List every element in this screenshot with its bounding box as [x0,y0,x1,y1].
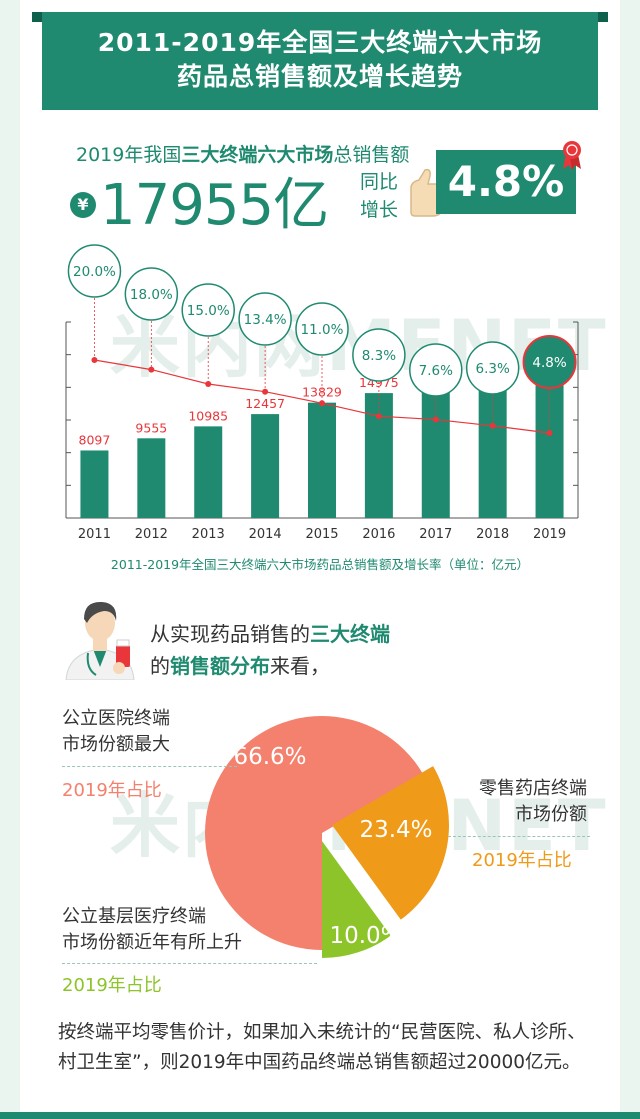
pharmacy-year-label: 2019年占比 [472,850,572,871]
primary-care-annotation-line-1: 公立基层医疗终端 [62,906,206,927]
intro-line-2-prefix: 的 [150,654,170,678]
hospital-annotation-line-2: 市场份额最大 [62,734,170,755]
primary-care-divider [62,963,317,964]
growth-point [205,381,212,388]
growth-rate-label: 8.3% [362,348,396,364]
sales-bar [421,383,450,518]
hospital-divider [62,766,237,767]
sales-bar [308,402,336,518]
sales-growth-chart: 2011 8097 2012 9555 2013 10985 2014 12457 2015 13… [65,244,579,542]
sales-bar [80,450,109,518]
title-banner-tab-right [598,12,608,22]
bottom-bar [0,1112,640,1119]
pharmacy-annotation: 零售药店终端 市场份额 [452,776,587,828]
hospital-year-label: 2019年占比 [62,780,162,801]
title-line-2: 药品总销售额及增长趋势 [176,62,463,91]
pharmacy-annotation-line-2: 市场份额 [515,804,587,825]
x-tick-label: 2015 [305,527,338,542]
pharmacy-annotation-line-1: 零售药店终端 [479,778,587,799]
growth-bubble [181,283,235,337]
growth-point [148,366,155,373]
highlight-label: 2019年我国三大终端六大市场总销售额 [76,140,409,167]
x-tick-label: 2018 [476,527,509,542]
yoy-label-line-1: 同比 [360,171,399,193]
growth-bubble [67,244,122,298]
title-banner-tab-left [32,12,42,22]
x-tick-label: 2012 [135,527,168,542]
pie-slice [332,766,449,920]
intro-line-1-bold: 三大终端 [310,622,390,646]
growth-rate-label: 11.0% [301,322,344,338]
distribution-intro: 从实现药品销售的三大终端 的销售额分布来看， [150,618,390,682]
market-share-pie: 66.6% 23.4% 10.0% [205,716,449,958]
intro-line-1-prefix: 从实现药品销售的 [150,622,310,646]
sales-value-label: 8097 [79,432,111,447]
growth-rate-label: 6.3% [476,361,510,377]
primary-care-annotation: 公立基层医疗终端 市场份额近年有所上升 [62,904,242,956]
doctor-icon [65,601,135,680]
chart-title: 2011-2019年全国三大终端六大市场药品总销售额及增长率（单位：亿元） [110,557,530,572]
pie-slice-label: 66.6% [233,744,306,770]
sales-value-label: 10985 [188,408,228,423]
growth-point [375,413,382,420]
x-tick-label: 2017 [419,527,452,542]
sales-value-label: 12457 [245,396,285,411]
growth-rate-label: 4.8% [532,355,566,371]
pie-slice-label: 23.4% [359,817,432,843]
growth-bubble [409,343,463,397]
sales-bar [251,414,280,518]
total-sales-amount: 17955亿 [100,173,329,238]
growth-bubble [124,267,179,321]
footer-note: 按终端平均零售价计，如果加入未统计的“民营医院、私人诊所、村卫生室”，则2019… [58,1022,586,1073]
sales-bar [194,426,223,518]
growth-bubble [295,302,349,356]
hospital-annotation-line-1: 公立医院终端 [62,708,170,729]
growth-rate-label: 18.0% [130,287,173,303]
yen-icon: ¥ [70,192,96,218]
yoy-label: 同比 增长 [360,168,400,224]
intro-line-2: 的销售额分布来看， [150,650,390,682]
intro-line-1: 从实现药品销售的三大终端 [150,618,390,650]
pharmacy-divider [448,836,590,837]
growth-bubble [522,335,577,389]
growth-bubble [465,341,520,395]
highlight-label-bold: 三大终端六大市场 [181,144,334,166]
pie-slice-label: 10.0% [329,923,402,949]
intro-line-2-suffix: 来看， [270,654,330,678]
growth-point [319,400,325,407]
intro-line-2-bold: 销售额分布 [170,654,270,678]
growth-rate-label: 13.4% [244,312,287,328]
growth-point [91,357,98,363]
primary-care-year-label: 2019年占比 [62,975,162,996]
award-ribbon-icon [563,141,581,170]
sales-bar [137,438,166,518]
x-tick-label: 2011 [78,527,111,542]
sales-bar [478,375,507,518]
growth-rate-label: 15.0% [187,303,230,319]
x-tick-label: 2019 [533,527,566,542]
growth-bubble [352,328,406,382]
title-line-1: 2011-2019年全国三大终端六大市场 [97,28,543,57]
growth-rate-box: 4.8% [436,150,576,214]
sales-value-label: 9555 [135,420,167,435]
pie-slice [205,716,424,950]
x-tick-label: 2013 [192,527,225,542]
pie-slice [322,841,391,958]
growth-point [432,416,439,423]
x-tick-label: 2014 [249,527,282,542]
growth-rate-label: 7.6% [419,363,453,379]
highlight-label-prefix: 2019年我国 [76,144,182,166]
x-tick-label: 2016 [362,527,395,542]
growth-point [489,422,496,429]
growth-bubble [238,292,292,346]
yoy-label-line-2: 增长 [360,199,399,221]
growth-point [262,388,269,395]
title-banner: 2011-2019年全国三大终端六大市场 药品总销售额及增长趋势 [32,12,608,110]
highlight-label-suffix: 总销售额 [333,144,410,166]
growth-rate-label: 20.0% [73,264,116,280]
growth-point [546,430,553,436]
hospital-annotation: 公立医院终端 市场份额最大 [62,706,170,758]
primary-care-annotation-line-2: 市场份额近年有所上升 [62,932,242,953]
